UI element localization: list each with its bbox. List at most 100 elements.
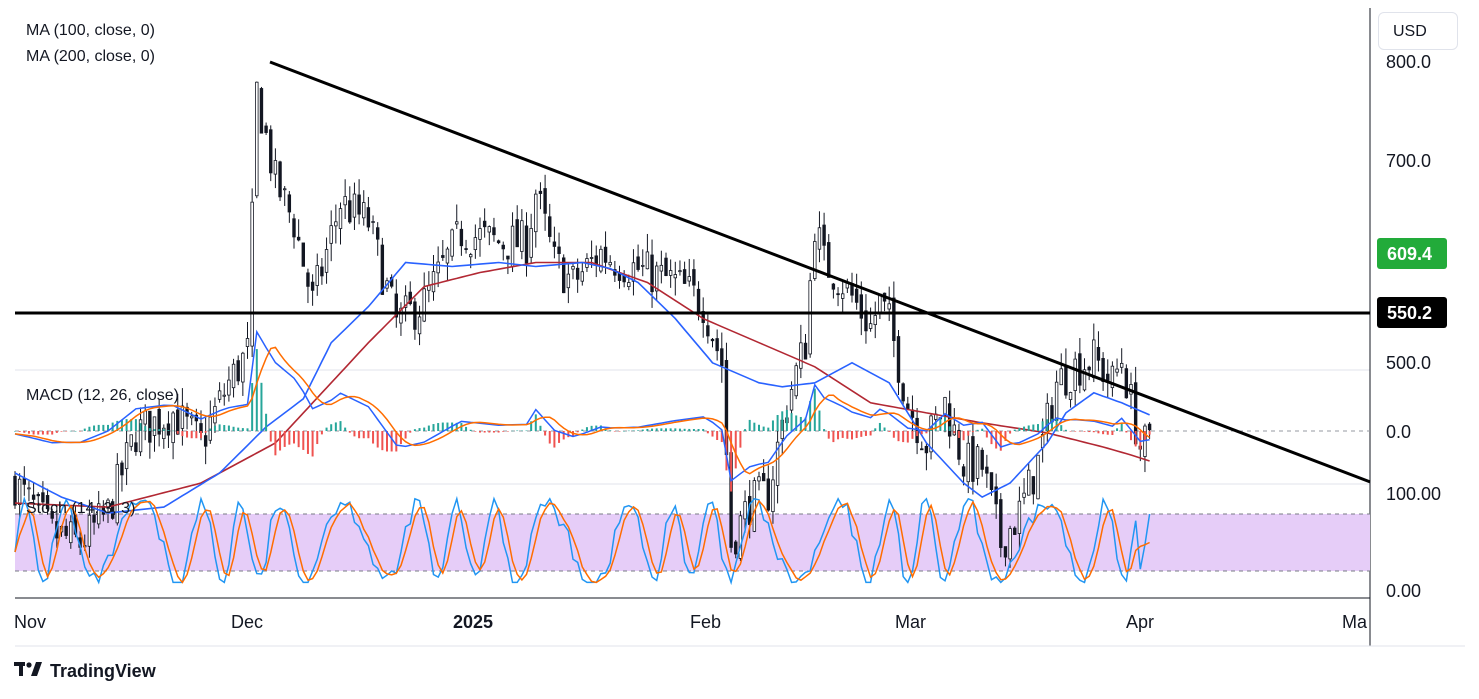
- current-price-value: 609.4: [1387, 244, 1432, 264]
- macd-histogram-bar: [358, 431, 361, 439]
- macd-histogram-bar: [1097, 431, 1100, 434]
- macd-histogram-bar: [674, 428, 677, 431]
- candle-body: [431, 271, 436, 293]
- candle-body: [1073, 358, 1077, 391]
- candle-body: [1124, 368, 1129, 399]
- candle-body: [41, 492, 45, 503]
- candle-body: [515, 219, 519, 248]
- macd-histogram-bar: [981, 428, 984, 431]
- macd-histogram-bar: [232, 426, 235, 431]
- macd-histogram-bar: [916, 431, 919, 437]
- x-tick-may: Ma: [1342, 612, 1368, 632]
- candle-body: [989, 472, 994, 490]
- macd-histogram-bar: [1143, 431, 1146, 441]
- macd-histogram-bar: [1013, 429, 1016, 431]
- macd-histogram-bar: [785, 409, 788, 431]
- candle-body: [366, 207, 371, 228]
- current-price-tag: 609.4: [1377, 238, 1447, 269]
- macd-histogram-bar: [41, 431, 44, 435]
- candle-body: [394, 293, 398, 318]
- macd-histogram-bar: [69, 430, 72, 432]
- candle-body: [189, 415, 194, 419]
- macd-histogram-bar: [381, 431, 384, 451]
- candle-body: [873, 315, 877, 326]
- macd-histogram-bar: [1102, 431, 1105, 435]
- candle-body: [571, 266, 575, 270]
- currency-selector-button[interactable]: USD: [1378, 12, 1458, 50]
- candle-body: [45, 495, 50, 510]
- candle-body: [566, 273, 571, 289]
- candle-body: [548, 216, 552, 237]
- candle-body: [1064, 365, 1068, 396]
- candle-body: [269, 129, 273, 174]
- candle-body: [236, 360, 240, 382]
- macd-histogram-bar: [855, 431, 858, 439]
- ma100-legend[interactable]: MA (100, close, 0): [26, 22, 155, 39]
- macd-histogram-bar: [14, 431, 16, 432]
- candle-body: [1147, 423, 1152, 431]
- macd-histogram-bar: [427, 425, 430, 431]
- tradingview-brand[interactable]: TradingView: [14, 660, 156, 683]
- macd-histogram-bar: [102, 424, 105, 431]
- candle-body: [310, 281, 315, 291]
- macd-histogram-bar: [609, 430, 612, 431]
- candle-body: [329, 225, 333, 244]
- candle-body: [580, 271, 584, 282]
- candle-body: [1120, 362, 1124, 368]
- candle-body: [1031, 476, 1036, 495]
- candle-body: [87, 514, 92, 547]
- candle-body: [575, 267, 580, 280]
- macd-histogram-bar: [651, 428, 654, 431]
- chart-frame: [15, 8, 1465, 647]
- macd-histogram-bar: [581, 429, 584, 431]
- macd-histogram-bar: [953, 431, 956, 434]
- macd-histogram-bar: [167, 430, 170, 431]
- macd-legend[interactable]: MACD (12, 26, close): [26, 387, 179, 404]
- candle-body: [678, 270, 682, 273]
- macd-histogram-bar: [534, 414, 537, 431]
- macd-histogram-bar: [200, 431, 202, 439]
- stoch-legend[interactable]: Stoch (14, 3, 3): [26, 500, 135, 517]
- candle-body: [980, 449, 984, 470]
- macd-histogram-bar: [348, 431, 351, 433]
- macd-histogram-bar: [1064, 429, 1067, 431]
- macd-histogram-bar: [632, 430, 635, 431]
- candle-body: [241, 352, 245, 383]
- candle-body: [334, 221, 338, 227]
- macd-histogram-bar: [330, 424, 333, 431]
- candle-body: [213, 406, 217, 424]
- descending-trendline[interactable]: [269, 60, 1371, 484]
- macd-histogram-bar: [423, 427, 426, 431]
- candle-body: [375, 227, 380, 240]
- x-tick-feb: Feb: [690, 612, 721, 632]
- candle-body: [985, 466, 989, 474]
- candle-body: [975, 446, 980, 479]
- candle-body: [627, 282, 631, 288]
- macd-histogram-bar: [492, 431, 495, 433]
- candle-body: [296, 236, 301, 241]
- candle-body: [943, 397, 947, 416]
- macd-histogram-bar: [1083, 431, 1086, 432]
- candle-body: [631, 262, 636, 282]
- macd-histogram-bar: [762, 426, 765, 431]
- candle-body: [422, 288, 426, 322]
- candle-body: [524, 225, 529, 264]
- candle-body: [603, 246, 608, 263]
- candle-body: [961, 466, 966, 477]
- macd-histogram-bar: [567, 431, 570, 438]
- candle-body: [482, 220, 487, 228]
- macd-histogram-bar: [1088, 431, 1091, 433]
- ma200-legend[interactable]: MA (200, close, 0): [26, 48, 155, 65]
- macd-histogram-bar: [878, 422, 881, 431]
- candle-body: [929, 415, 933, 453]
- candle-body: [273, 160, 278, 175]
- macd-histogram-bar: [125, 419, 128, 431]
- candle-body: [552, 241, 557, 247]
- macd-histogram-bar: [469, 429, 472, 431]
- macd-histogram-bar: [227, 425, 230, 431]
- macd-histogram-bar: [539, 425, 542, 431]
- candle-body: [143, 410, 147, 425]
- macd-histogram-bar: [860, 431, 863, 437]
- candle-body: [264, 125, 268, 133]
